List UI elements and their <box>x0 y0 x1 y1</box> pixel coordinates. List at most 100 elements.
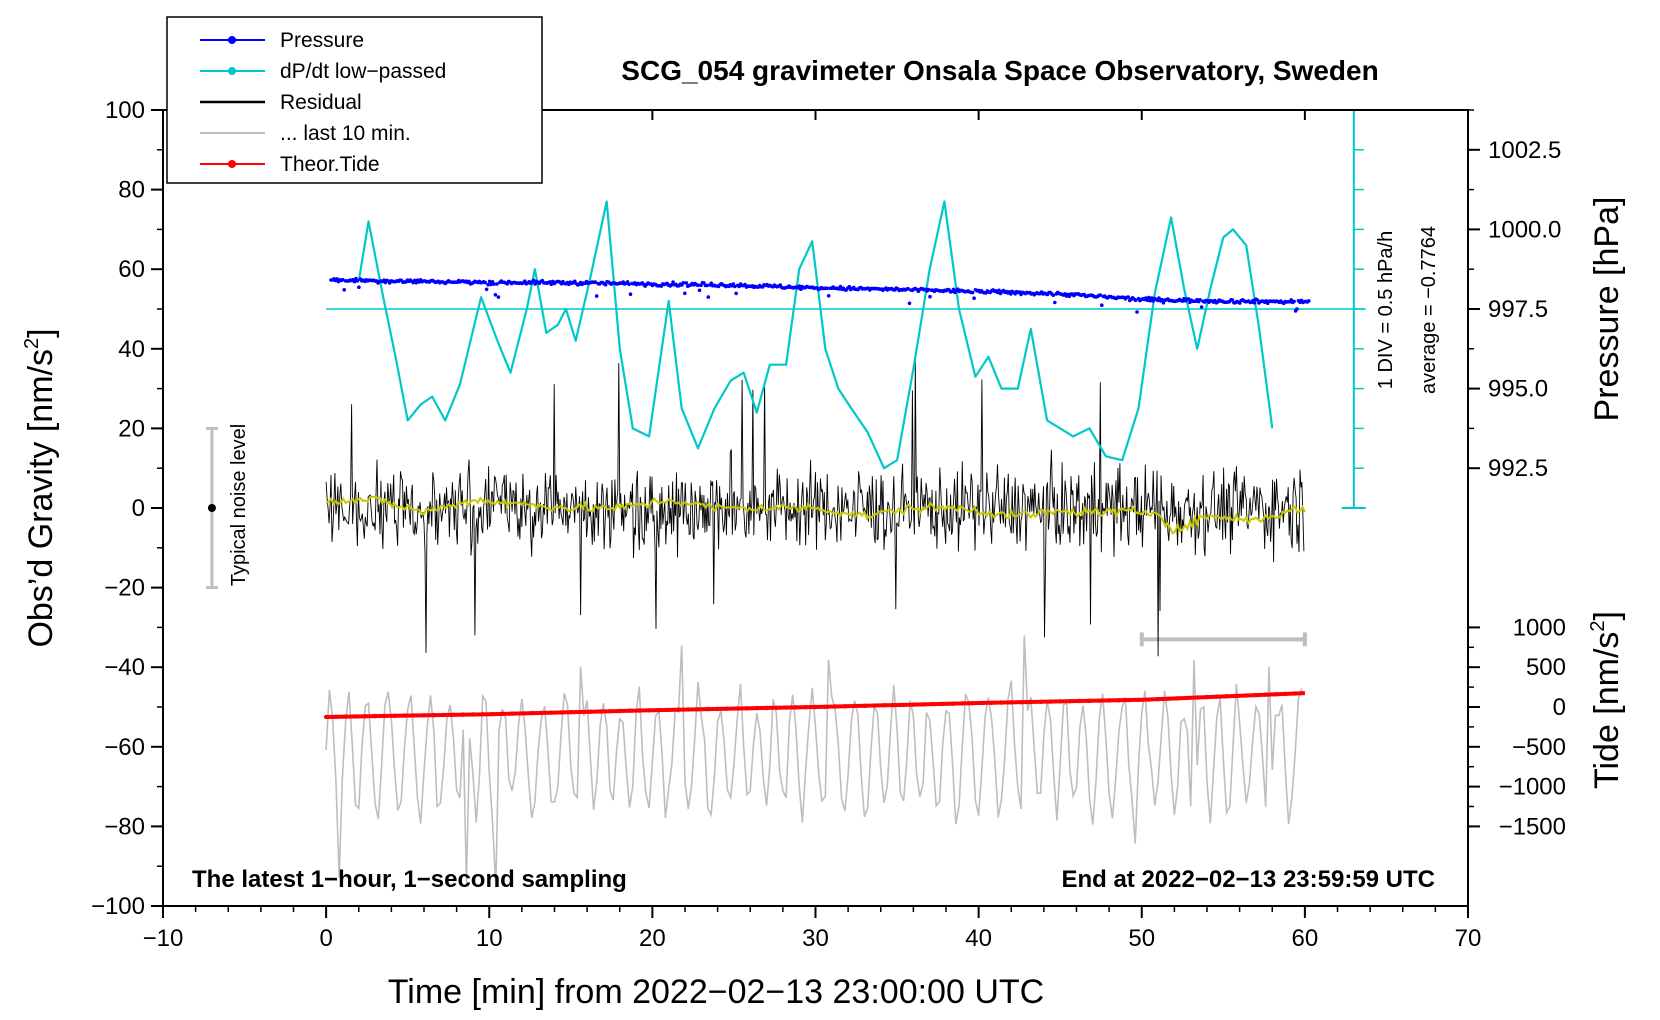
pressure-point <box>797 284 802 288</box>
tide-point <box>823 704 828 709</box>
tide-point <box>872 703 877 708</box>
tide-point <box>666 707 671 713</box>
dpdt-line <box>357 200 1274 470</box>
tide-point <box>607 709 613 714</box>
pressure-point <box>671 280 675 284</box>
pressure-point <box>1145 298 1150 303</box>
tide-point <box>460 712 466 717</box>
tide-point <box>1126 697 1131 703</box>
tide-tick-label: −1000 <box>1499 774 1566 801</box>
pressure-point <box>972 296 976 301</box>
pressure-point <box>355 279 360 283</box>
y-tick-label: −60 <box>104 734 145 761</box>
tide-point <box>470 712 476 717</box>
y-tick-label: 20 <box>118 415 145 442</box>
tide-point <box>686 707 691 712</box>
pressure-tick-label: 997.5 <box>1488 296 1548 323</box>
pressure-point <box>1126 295 1130 299</box>
tide-point <box>519 711 525 716</box>
tide-point <box>1097 698 1102 703</box>
pressure-point <box>681 281 686 285</box>
tide-point <box>392 713 397 718</box>
tide-point <box>911 702 916 707</box>
tide-point <box>891 702 896 708</box>
pressure-point <box>1157 296 1161 300</box>
pressure-point <box>593 280 598 284</box>
pressure-point <box>1292 299 1296 304</box>
pressure-point <box>1252 300 1257 305</box>
pressure-point <box>847 284 852 289</box>
tide-point <box>353 714 358 719</box>
tide-point <box>549 710 554 715</box>
y-tick-label: −40 <box>104 654 145 681</box>
pressure-point <box>627 282 631 287</box>
tide-point <box>793 705 799 710</box>
pressure-point <box>1230 298 1235 302</box>
pressure-point <box>487 279 492 284</box>
pressure-point <box>907 301 912 306</box>
tide-point <box>627 708 632 713</box>
pressure-point <box>1295 307 1299 311</box>
noise-level-label: Typical noise level <box>228 424 250 586</box>
tide-point <box>1244 693 1249 698</box>
tide-point <box>1165 696 1171 701</box>
pressure-point <box>533 282 537 286</box>
y-tick-label: 60 <box>118 256 145 283</box>
tide-point <box>1106 698 1112 703</box>
y-axis-label: Obs’d Gravity [nm/s2] <box>21 328 60 647</box>
tide-point <box>1058 699 1063 704</box>
tide-point <box>676 707 681 712</box>
legend-label: Theor.Tide <box>280 153 380 176</box>
x-tick-label: 40 <box>965 925 992 952</box>
dpdt-scale-label: 1 DIV = 0.5 hPa/h <box>1375 231 1397 389</box>
tide-point <box>813 704 818 710</box>
pressure-point <box>684 281 689 285</box>
tide-point <box>901 702 906 708</box>
tide-point <box>598 709 603 714</box>
tide-point <box>1048 699 1053 704</box>
tide-point <box>725 706 730 711</box>
tide-point <box>783 705 789 710</box>
tide-point <box>979 700 985 706</box>
tide-point <box>558 710 564 715</box>
tide-point <box>1224 694 1229 699</box>
tide-point <box>852 703 857 709</box>
tide-point <box>402 713 407 718</box>
legend-label: Pressure <box>280 29 364 52</box>
pressure-point <box>1100 303 1104 308</box>
tide-point <box>568 710 573 715</box>
pressure-point <box>1147 295 1151 300</box>
tide-point <box>999 700 1004 705</box>
tide-point <box>509 711 515 716</box>
y-tick-label: 0 <box>132 495 145 522</box>
tide-point <box>695 707 701 712</box>
tide-point <box>1028 699 1034 705</box>
pressure-point <box>341 277 345 282</box>
pressure-point <box>352 279 357 284</box>
pressure-point <box>495 282 499 286</box>
tide-point <box>323 714 329 720</box>
pressure-point <box>628 292 633 297</box>
tide-point <box>617 708 622 714</box>
pressure-point <box>970 290 975 295</box>
tide-point <box>930 701 936 707</box>
chart-title: SCG_054 gravimeter Onsala Space Observat… <box>621 55 1378 86</box>
legend-marker <box>228 67 236 75</box>
tide-point <box>774 705 779 710</box>
x-axis-label: Time [min] from 2022−02−13 23:00:00 UTC <box>388 973 1044 1011</box>
tide-point <box>881 703 887 708</box>
residual-lowpass-line <box>325 495 1306 535</box>
y-tick-label: 40 <box>118 336 145 363</box>
tide-point <box>500 711 505 716</box>
y-tick-label: −20 <box>104 575 145 602</box>
y-tick-label: −100 <box>91 893 145 920</box>
pressure-point <box>594 294 599 298</box>
legend: Pressure dP/dt low−passed Residual ... last… <box>166 16 543 184</box>
tide-point <box>969 701 975 706</box>
pressure-point <box>951 287 956 292</box>
tide-point <box>1273 692 1278 697</box>
tide-tick-label: 1000 <box>1513 614 1566 641</box>
noise-bar-center <box>207 504 216 512</box>
pressure-point <box>1133 298 1138 303</box>
pressure-point <box>531 278 536 283</box>
